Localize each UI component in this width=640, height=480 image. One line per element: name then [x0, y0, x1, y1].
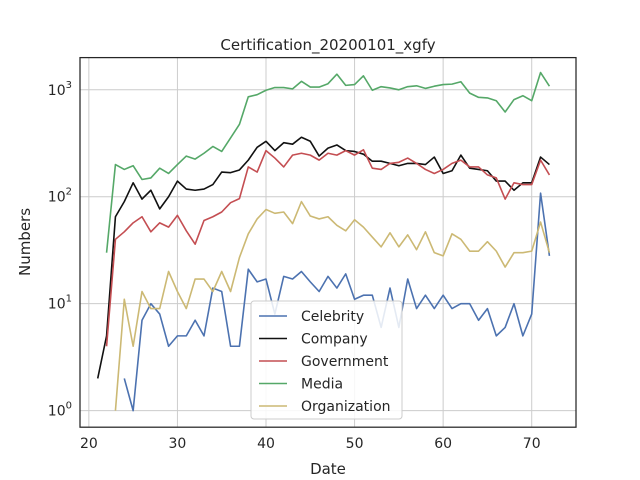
series-line-organization: [114, 200, 551, 411]
legend-label: Media: [301, 377, 343, 393]
y-tick-label: 100: [48, 401, 72, 420]
y-tick-base: 10: [48, 83, 66, 99]
legend: Celebrity Company Government Media Organizat…: [250, 300, 403, 420]
x-tick-label: 50: [346, 436, 364, 452]
x-tick-label: 30: [169, 436, 187, 452]
grid: [80, 57, 576, 428]
x-tick-label: 20: [80, 436, 98, 452]
series-lines: [96, 71, 551, 412]
series-line-celebrity: [123, 192, 551, 412]
chart-title: Certification_20200101_xgfy: [220, 36, 435, 55]
legend-label: Company: [301, 332, 368, 348]
series-line-media: [105, 71, 551, 253]
legend-label: Organization: [301, 399, 391, 415]
y-tick-exponent: 0: [66, 401, 72, 412]
legend-label: Government: [301, 354, 389, 370]
series-line-government: [105, 148, 551, 347]
y-tick-base: 10: [48, 404, 66, 420]
plot-frame: [79, 56, 577, 428]
y-tick-label: 102: [48, 187, 72, 206]
y-tick-base: 10: [48, 297, 66, 313]
y-axis-title: Numbers: [16, 208, 34, 276]
y-tick-base: 10: [48, 190, 66, 206]
y-tick-exponent: 3: [66, 80, 72, 91]
y-tick-exponent: 1: [66, 294, 72, 305]
y-tick-exponent: 2: [66, 187, 72, 198]
y-tick-label: 103: [48, 80, 72, 99]
x-tick-label: 60: [434, 436, 452, 452]
legend-box: [250, 300, 403, 420]
legend-label: Celebrity: [301, 309, 364, 325]
x-tick-label: 40: [257, 436, 275, 452]
x-axis-ticks: 20 30 40 50 60 70: [80, 436, 541, 452]
x-tick-label: 70: [523, 436, 541, 452]
series-line-company: [96, 136, 550, 379]
y-tick-label: 101: [48, 294, 72, 313]
x-axis-title: Date: [310, 460, 346, 478]
